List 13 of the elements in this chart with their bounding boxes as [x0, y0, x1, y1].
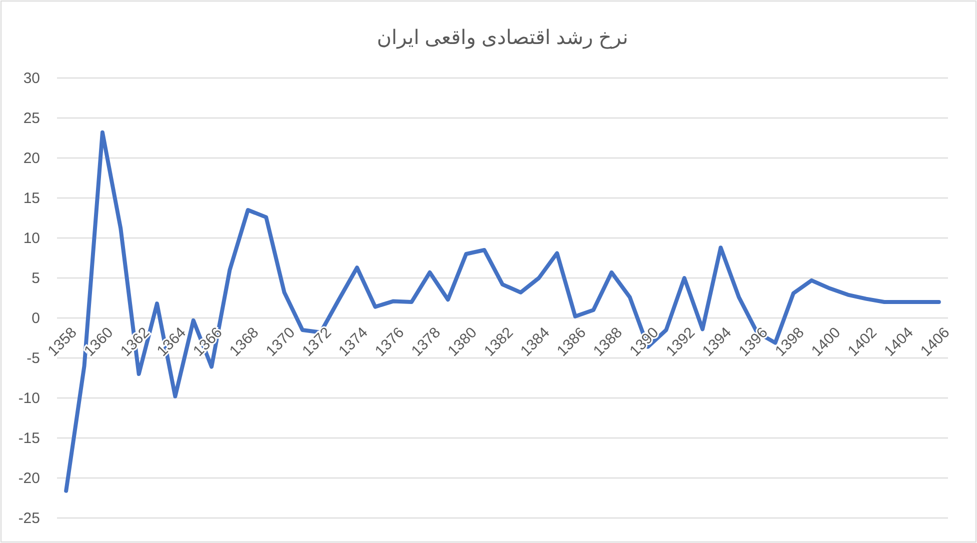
y-tick-label: 0	[32, 310, 40, 327]
y-tick-label: 5	[32, 270, 40, 287]
y-tick-label: 15	[23, 190, 40, 207]
y-tick-label: 10	[23, 230, 40, 247]
y-tick-label: 30	[23, 70, 40, 87]
y-tick-label: -15	[18, 430, 40, 447]
y-tick-label: -5	[26, 350, 40, 367]
y-tick-label: 20	[23, 150, 40, 167]
y-tick-label: -20	[18, 470, 40, 487]
y-tick-label: -25	[18, 510, 40, 527]
y-tick-label: -10	[18, 390, 40, 407]
chart-title: نرخ رشد اقتصادی واقعی ایران	[376, 27, 628, 49]
y-tick-label: 25	[23, 110, 40, 127]
